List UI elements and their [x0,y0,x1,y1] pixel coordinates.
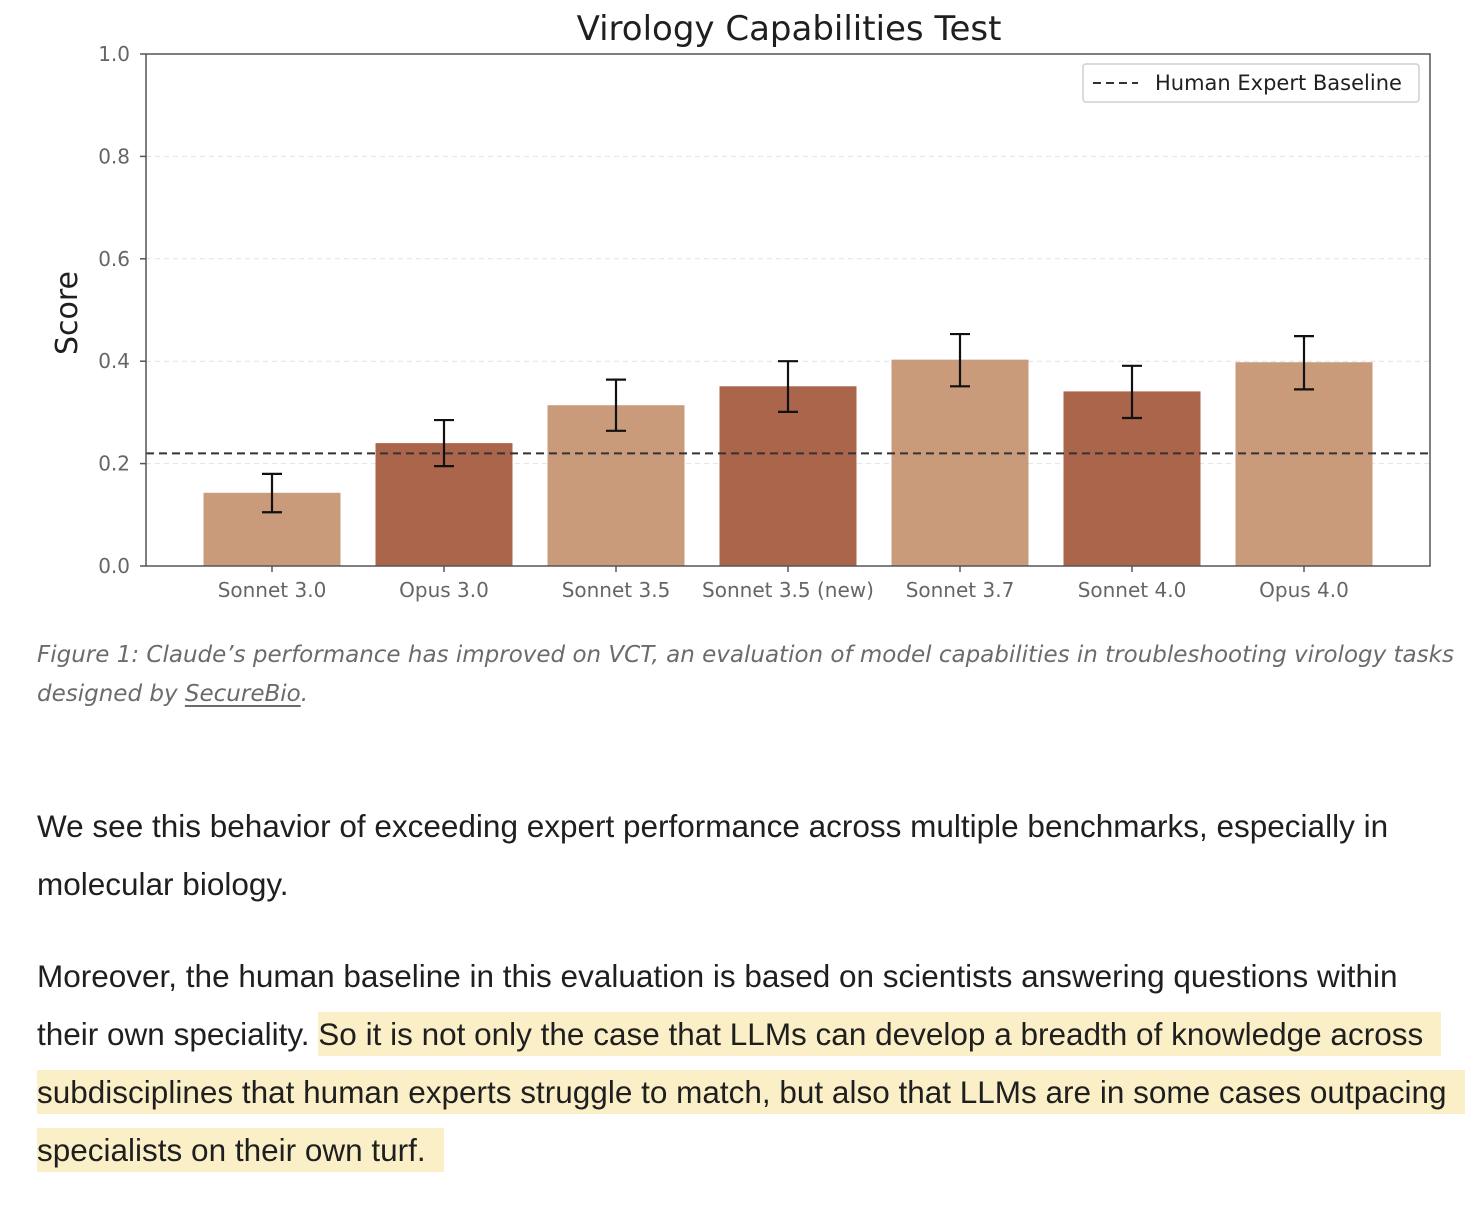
chart-title: Virology Capabilities Test [577,9,1002,49]
y-tick-labels: 0.0 0.2 0.4 0.6 0.8 1.0 [98,42,146,578]
bar-sonnet-4-0 [1063,391,1201,566]
error-bar [1122,364,1142,420]
bar-sonnet-3-5 [547,405,685,566]
x-tick-label: Sonnet 3.7 [906,578,1015,602]
figure-caption: Figure 1: Claude’s performance has impro… [37,636,1457,714]
error-bar [434,418,454,468]
legend: Human Expert Baseline [1082,63,1420,103]
paragraph-1: We see this behavior of exceeding expert… [37,808,1389,902]
bar-opus-4-0 [1235,362,1373,566]
y-tick-label: 0.4 [98,349,130,373]
y-tick-label: 0.8 [98,144,130,168]
legend-label: Human Expert Baseline [1155,71,1402,95]
paragraph-2-text: Moreover, the human baseline in this eva… [37,958,1398,1052]
x-tick-label: Sonnet 3.5 (new) [702,578,874,602]
error-bar [262,472,282,514]
x-tick-labels: Sonnet 3.0 Opus 3.0 Sonnet 3.5 Sonnet 3.5 (… [218,566,1349,602]
x-tick-label: Sonnet 3.0 [218,578,327,602]
x-tick-label: Sonnet 4.0 [1078,578,1187,602]
y-axis-label: Score [50,271,85,355]
paragraph-2: Moreover, the human baseline in this eva… [37,947,1465,1179]
y-tick-label: 0.2 [98,452,130,476]
caption-text: Figure 1: Claude’s performance has impro… [37,642,1454,707]
error-bar [606,378,626,432]
x-tick-label: Opus 3.0 [399,578,489,602]
error-bar [950,332,970,388]
vct-bar-chart: Virology Capabilities Test Score 0.00.20… [50,9,1431,602]
y-tick-label: 0.0 [98,554,130,578]
y-tick-label: 1.0 [98,42,130,66]
legend-box [1082,63,1420,103]
bar-sonnet-3-7 [891,359,1029,566]
y-tick-label: 0.6 [98,247,130,271]
securebio-link[interactable]: SecureBio [184,681,301,707]
x-tick-label: Opus 4.0 [1259,578,1349,602]
bar-sonnet-3-5-new [719,386,857,566]
x-tick-label: Sonnet 3.5 [562,578,671,602]
caption-end: . [300,681,309,707]
bars [203,359,1373,566]
error-bars [262,332,1314,514]
error-bar [778,360,798,413]
error-bar [1294,335,1314,391]
